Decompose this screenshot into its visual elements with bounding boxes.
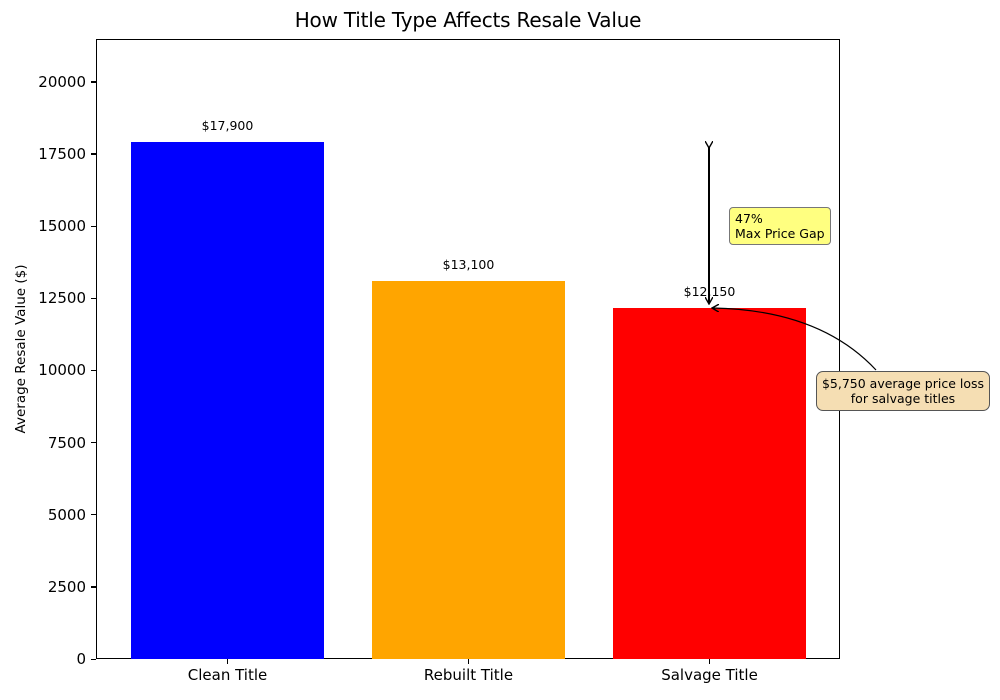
y-tick	[91, 81, 96, 83]
y-tick-label: 17500	[38, 144, 86, 163]
x-tick	[709, 659, 711, 664]
y-tick-label: 12500	[38, 289, 86, 308]
y-tick-label: 2500	[47, 577, 86, 596]
y-tick	[91, 442, 96, 444]
bar-value-label: $17,900	[201, 118, 254, 134]
y-tick	[91, 369, 96, 372]
bar-salvage-title	[613, 308, 806, 659]
x-tick	[468, 659, 470, 664]
y-tick	[91, 658, 96, 660]
y-tick	[91, 225, 96, 227]
y-tick-label: 7500	[47, 433, 86, 452]
bar-value-label: $13,100	[442, 256, 495, 272]
annotation-text: Max Price Gap	[735, 226, 825, 241]
chart-title: How Title Type Affects Resale Value	[294, 8, 642, 32]
bar-clean-title	[131, 142, 324, 659]
annotation-text: for salvage titles	[850, 391, 956, 406]
y-tick	[91, 153, 96, 155]
annotation-text: $5,750 average price loss	[821, 376, 985, 391]
y-tick-label: 10000	[38, 361, 86, 380]
y-tick-label: 20000	[38, 72, 86, 91]
y-tick	[91, 297, 96, 299]
x-tick-label: Salvage Title	[661, 666, 758, 684]
y-tick-label: 0	[76, 650, 86, 668]
bar-rebuilt-title	[372, 280, 565, 659]
y-tick-label: 5000	[47, 505, 86, 524]
y-tick-label: 15000	[38, 217, 86, 236]
x-tick-label: Rebuilt Title	[423, 666, 514, 684]
x-tick-label: Clean Title	[187, 666, 268, 684]
price-loss-curved-arrow	[713, 308, 877, 371]
y-tick	[91, 586, 96, 588]
annotation-text: 47%	[735, 211, 763, 226]
price-loss-annotation: $5,750 average price loss for salvage ti…	[816, 371, 990, 411]
y-tick	[91, 514, 96, 516]
max-price-gap-annotation: 47% Max Price Gap	[729, 207, 831, 245]
x-tick	[227, 659, 229, 664]
